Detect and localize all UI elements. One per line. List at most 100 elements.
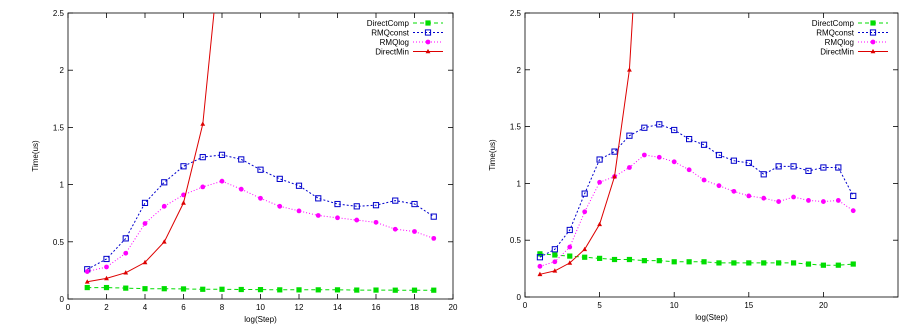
x-tick-label: 5 [597,301,602,310]
data-point-RMQlog [776,199,782,204]
legend-label-RMQlog: RMQlog [825,38,854,47]
data-point-RMQconst [430,213,437,220]
data-point-DirectComp [334,287,341,293]
data-point-RMQlog [641,152,647,158]
series-line-DirectComp [539,253,854,266]
legend-swatch-marker-RMQconst [424,29,432,36]
data-point-RMQlog [791,194,796,200]
x-tick-label: 0 [66,303,71,312]
x-tick-label: 6 [181,303,186,312]
x-tick-label: 4 [143,303,148,312]
data-point-DirectComp [626,256,633,263]
data-point-DirectComp [84,284,90,291]
data-point-RMQlog [354,217,360,223]
legend-label-DirectMin: DirectMin [820,48,854,57]
data-point-RMQlog [850,208,856,214]
data-point-RMQconst [295,182,303,189]
data-point-RMQconst [641,124,648,131]
data-point-RMQlog [161,203,167,209]
data-point-RMQlog [258,195,263,201]
data-point-DirectComp [257,287,264,293]
data-point-RMQlog [627,165,632,170]
data-point-DirectComp [597,255,603,261]
x-tick-label: 15 [744,301,753,310]
data-point-DirectComp [716,260,722,266]
data-point-RMQlog [761,195,767,201]
data-point-DirectMin [627,67,632,72]
x-tick-label: 14 [333,303,342,312]
x-tick-label: 18 [410,303,419,312]
data-point-DirectComp [219,286,225,292]
data-point-RMQconst [745,159,752,167]
data-point-DirectComp [180,286,187,292]
data-point-RMQconst [596,156,603,163]
data-point-RMQconst [566,226,573,234]
data-point-DirectMin [567,260,573,265]
plot-frame [524,12,899,298]
data-point-RMQlog [392,226,398,232]
data-point-RMQlog [582,209,588,215]
data-point-DirectComp [238,286,244,293]
x-axis-label: log(Step) [244,315,277,324]
data-point-RMQconst [334,200,341,208]
data-point-DirectComp [746,260,752,266]
data-point-RMQconst [257,166,264,173]
data-point-DirectComp [103,284,110,291]
data-point-DirectComp [790,260,797,266]
legend-swatch-marker-RMQlog [870,39,876,45]
data-point-DirectMin [104,275,109,281]
data-point-RMQlog [142,221,148,226]
data-point-RMQlog [597,179,602,185]
data-point-DirectComp [296,287,302,293]
y-tick-label: 0.5 [53,238,65,247]
data-point-RMQlog [821,199,826,204]
data-point-DirectComp [671,259,677,265]
data-point-DirectComp [431,287,437,293]
data-point-RMQconst [581,190,588,197]
legend-label-RMQlog: RMQlog [380,38,409,47]
data-point-DirectMin [181,200,186,205]
legend-swatch-marker-DirectComp [870,20,876,26]
data-point-RMQlog [716,183,722,189]
data-point-RMQconst [161,179,168,186]
data-point-DirectComp [656,258,662,264]
data-point-DirectComp [731,260,737,266]
x-axis-label: log(Step) [695,313,728,322]
data-point-RMQconst [700,141,708,148]
series-line-RMQconst [539,123,854,258]
data-point-RMQconst [536,254,544,261]
y-tick-label: 2.5 [53,9,65,18]
data-point-DirectComp [611,256,618,263]
data-point-DirectComp [411,287,418,293]
data-point-RMQconst [820,164,827,171]
data-point-DirectComp [776,260,782,266]
data-point-DirectComp [161,286,167,292]
data-point-RMQconst [199,154,206,161]
data-point-DirectComp [373,287,379,293]
data-point-RMQlog [537,263,543,269]
data-point-RMQconst [775,163,782,170]
series-line-DirectMin [87,13,215,283]
y-tick-label: 2.5 [510,9,522,18]
data-point-RMQlog [806,198,811,203]
data-point-DirectMin [161,239,167,244]
data-point-RMQconst [238,156,245,163]
data-point-RMQconst [122,235,129,242]
data-point-RMQconst [730,157,737,164]
x-tick-label: 12 [295,303,304,312]
data-point-DirectComp [761,260,767,266]
data-point-RMQlog [84,269,90,274]
data-point-RMQconst [141,199,149,207]
data-point-RMQconst [626,132,633,139]
y-tick-label: 0.5 [510,236,522,245]
data-point-RMQconst [103,255,110,263]
data-point-RMQconst [392,197,399,204]
data-point-DirectComp [850,261,856,267]
x-tick-label: 20 [819,301,828,310]
data-point-RMQlog [412,229,417,234]
data-point-DirectMin [123,270,129,275]
data-point-RMQlog [219,178,225,184]
data-point-DirectMin [142,259,148,265]
data-point-DirectComp [582,254,588,260]
legend-swatch-marker-DirectComp [425,20,431,26]
